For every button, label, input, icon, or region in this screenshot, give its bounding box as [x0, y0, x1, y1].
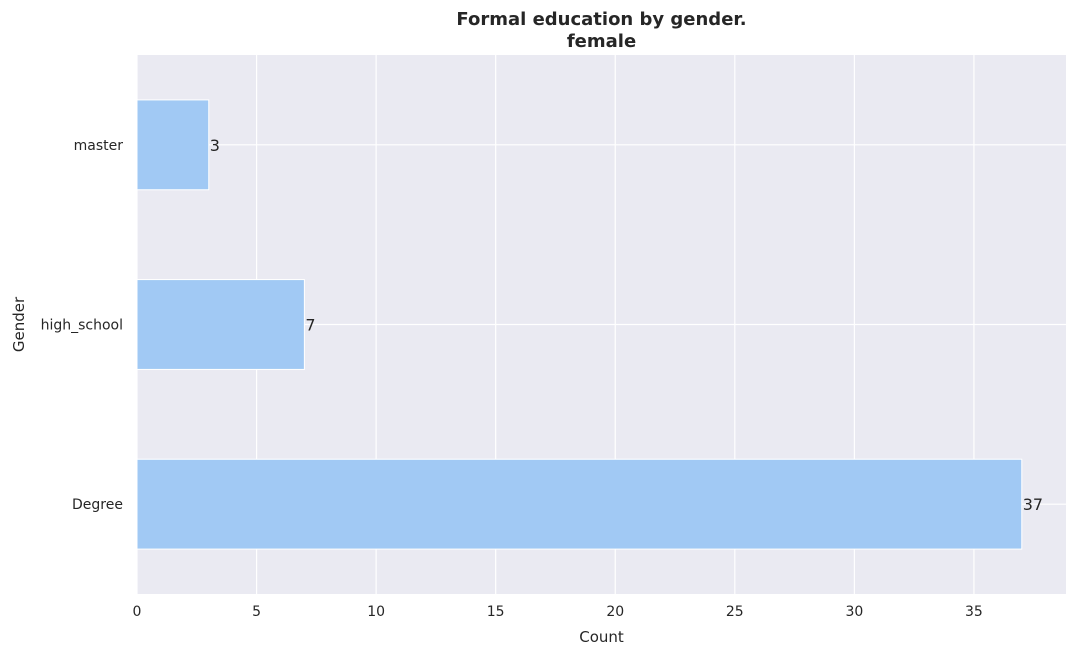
bars — [136, 99, 1023, 550]
x-tick-label: 35 — [965, 604, 983, 620]
x-tick-label: 10 — [367, 604, 385, 620]
y-axis-label: Gender — [10, 296, 28, 352]
ticks: 0 5 10 15 20 25 30 35 Degree high_school master — [41, 138, 983, 620]
bar — [136, 99, 210, 191]
chart-subtitle: female — [567, 31, 636, 52]
x-tick-label: 15 — [487, 604, 505, 620]
bar — [136, 458, 1023, 550]
bar-value-label: 7 — [305, 316, 315, 335]
x-tick-label: 30 — [845, 604, 863, 620]
x-axis-label: Count — [579, 628, 624, 646]
bar — [136, 279, 305, 370]
data-labels: 37 7 3 — [210, 136, 1043, 514]
y-tick-label: Degree — [72, 497, 123, 513]
x-tick-label: 20 — [606, 604, 624, 620]
chart-title: Formal education by gender. — [456, 9, 746, 30]
bar-value-label: 37 — [1023, 495, 1043, 514]
x-tick-label: 0 — [133, 604, 142, 620]
y-tick-label: high_school — [41, 318, 123, 334]
x-tick-label: 5 — [252, 604, 261, 620]
bar-value-label: 3 — [210, 136, 220, 155]
x-tick-label: 25 — [726, 604, 744, 620]
y-tick-label: master — [74, 138, 124, 154]
